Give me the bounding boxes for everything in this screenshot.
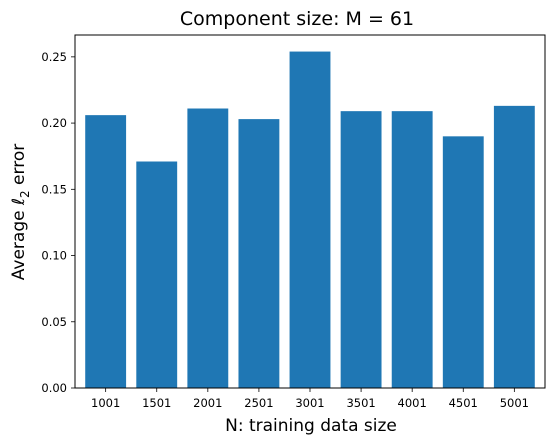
bars-group (85, 51, 535, 389)
x-tick-label-2001: 2001 (193, 396, 222, 410)
x-tick-label-3001: 3001 (295, 396, 324, 410)
bar-4001 (391, 111, 433, 388)
bar-4501 (442, 136, 484, 388)
y-tick-label-2: 0.10 (41, 249, 67, 263)
bar-1001 (85, 115, 127, 388)
y-axis-label: Average ℓ2 error (9, 144, 32, 280)
y-tick-label-5: 0.25 (41, 50, 67, 64)
y-tick-label-1: 0.05 (41, 315, 67, 329)
y-tick-label-0: 0.00 (41, 381, 67, 395)
x-tick-label-2501: 2501 (244, 396, 273, 410)
x-tick-label-3501: 3501 (346, 396, 375, 410)
y-ticks-group: 0.00 0.05 0.10 0.15 0.20 0.25 (41, 50, 75, 395)
bar-1501 (136, 161, 178, 388)
bar-5001 (493, 105, 535, 389)
y-tick-label-4: 0.20 (41, 116, 67, 130)
x-ticks-group: 1001 1501 2001 2501 3001 3501 4001 4501 5001 (91, 388, 529, 410)
bar-3001 (289, 51, 331, 389)
chart-title: Component size: M = 61 (180, 8, 414, 30)
y-tick-label-3: 0.15 (41, 182, 67, 196)
y-axis-label-suffix: error (9, 144, 29, 191)
bar-3501 (340, 111, 382, 388)
x-tick-label-1001: 1001 (91, 396, 120, 410)
bar-2501 (238, 119, 280, 389)
x-axis-label: N: training data size (225, 416, 397, 436)
y-axis-label-symbol: ℓ (9, 198, 29, 206)
y-axis-label-prefix: Average (9, 205, 29, 280)
plot-frame (74, 34, 546, 389)
x-tick-label-1501: 1501 (142, 396, 171, 410)
bar-2001 (187, 108, 229, 388)
x-tick-label-5001: 5001 (500, 396, 529, 410)
x-tick-label-4001: 4001 (398, 396, 427, 410)
y-axis-label-subscript: 2 (18, 190, 32, 198)
x-tick-label-4501: 4501 (449, 396, 478, 410)
